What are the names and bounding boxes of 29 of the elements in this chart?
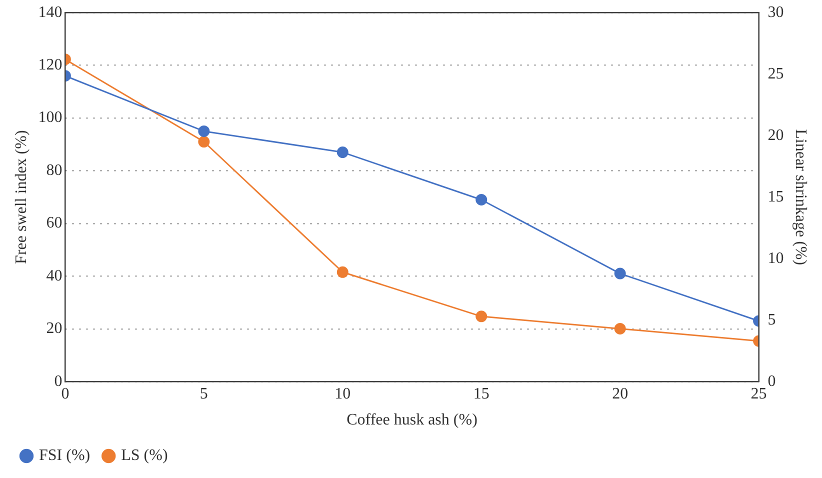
y2-tick-label: 15 [768, 188, 784, 206]
x-tick-label: 25 [750, 385, 767, 402]
point [476, 194, 488, 206]
x-tick-label: 10 [334, 385, 351, 402]
y-tick-label: 80 [46, 162, 62, 179]
y-axis-title: Free swell index (%) [12, 130, 30, 264]
y-tick-label: 100 [38, 109, 62, 126]
y-tick-label: 40 [46, 267, 62, 284]
y2-tick-label: 10 [768, 250, 784, 267]
y2-tick-label: 30 [768, 4, 784, 21]
y2-tick-label: 20 [768, 126, 784, 144]
y2-tick-label: 5 [768, 311, 776, 328]
y-tick-label: 60 [46, 214, 62, 232]
x-tick-label: 5 [200, 385, 208, 402]
x-axis-title: Coffee husk ash (%) [346, 412, 478, 429]
point [476, 310, 488, 322]
y2-tick-label: 25 [768, 65, 784, 82]
y2-axis-title: Linear shrinkage (%) [792, 129, 810, 266]
y-tick-label: 120 [38, 56, 62, 74]
point [336, 266, 348, 278]
x-tick-label: 15 [473, 385, 490, 402]
y-tick-label: 20 [46, 320, 62, 338]
y-tick-label: 0 [54, 372, 62, 390]
x-tick-label: 20 [612, 385, 628, 402]
legend-label: LS (%) [121, 447, 168, 464]
y2-tick-label: 0 [768, 372, 776, 390]
point [336, 146, 348, 158]
legend-label: FSI (%) [39, 447, 90, 464]
y-tick-label: 140 [38, 4, 62, 21]
